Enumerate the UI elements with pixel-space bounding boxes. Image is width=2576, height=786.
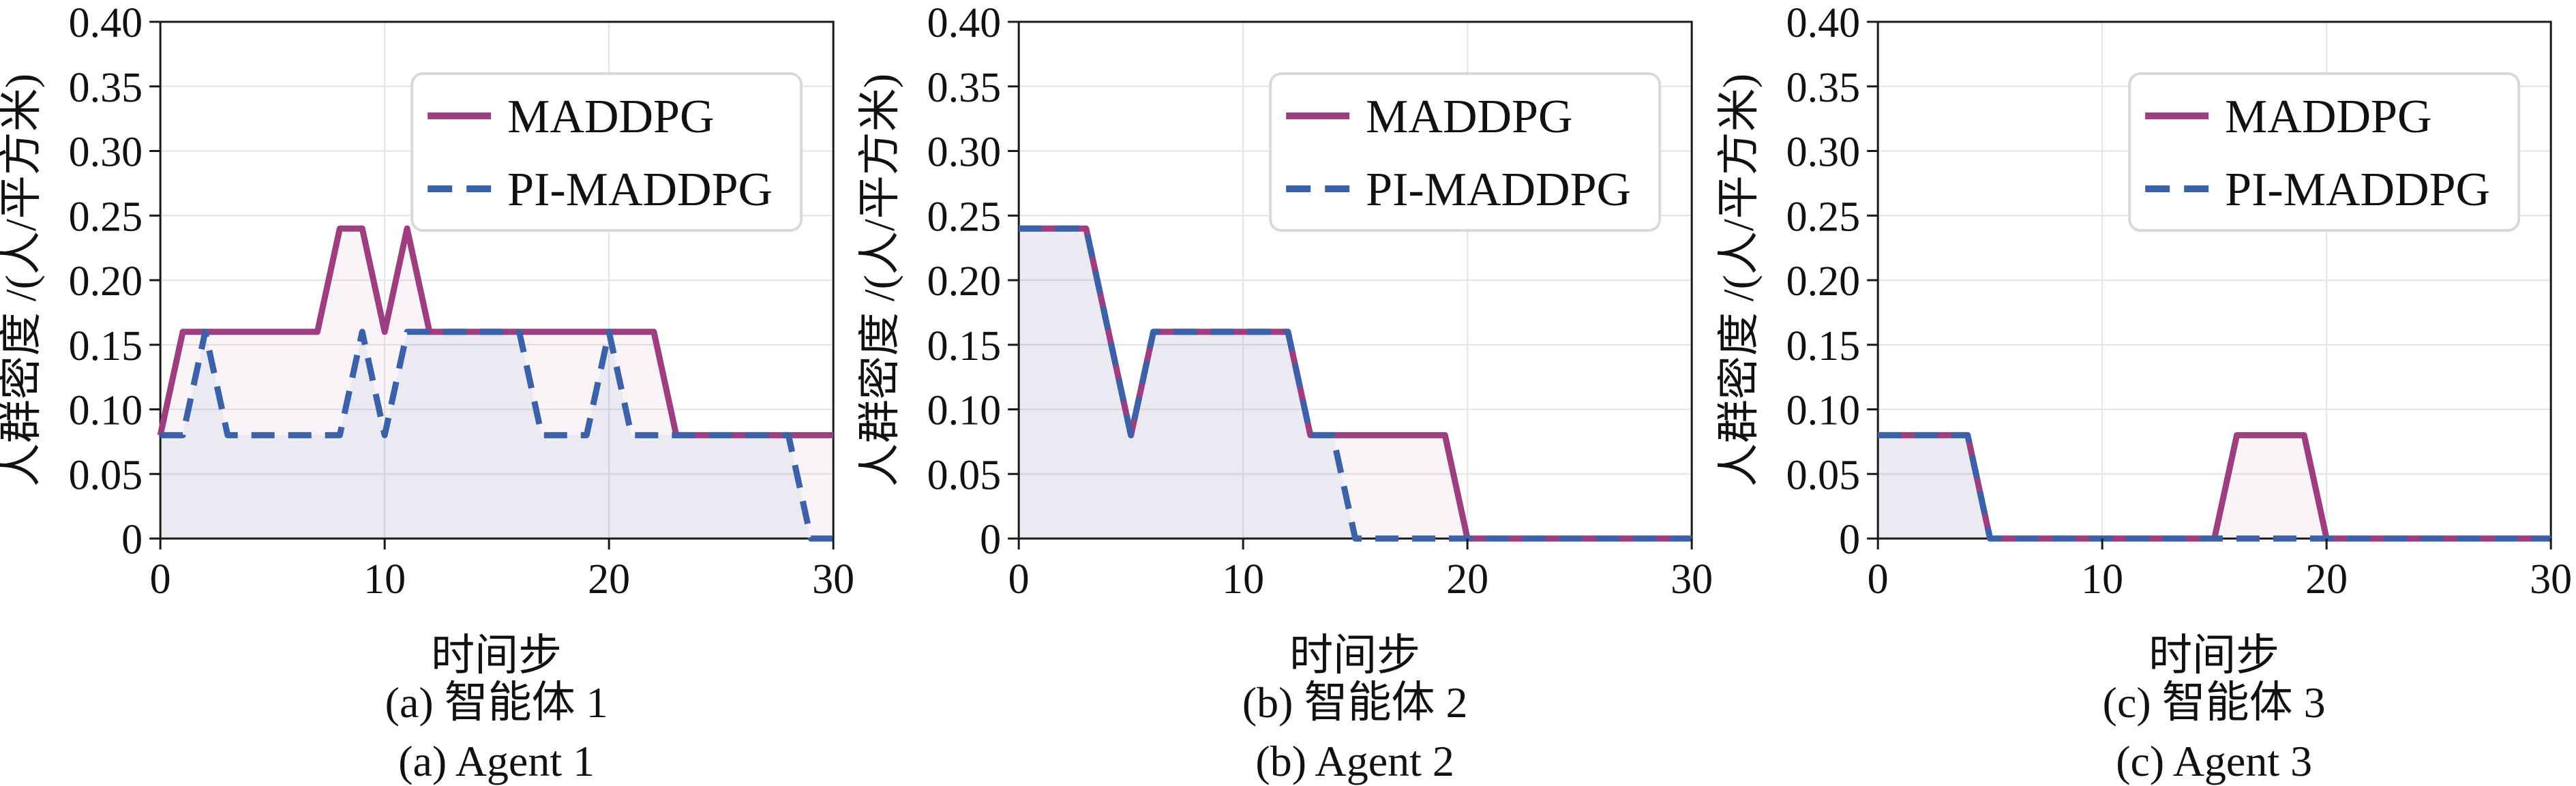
y-tick-label: 0.05 bbox=[927, 452, 1002, 498]
x-axis-label: 时间步 bbox=[2148, 631, 2279, 680]
x-tick-label: 10 bbox=[2081, 556, 2123, 603]
y-tick-label: 0.25 bbox=[1786, 194, 1860, 240]
x-axis-label: 时间步 bbox=[1289, 631, 1420, 680]
y-tick-label: 0.30 bbox=[69, 130, 143, 176]
y-tick-label: 0.10 bbox=[927, 388, 1002, 434]
series-line-pi-maddpg bbox=[1019, 225, 1692, 542]
x-tick-label: 30 bbox=[2530, 556, 2572, 603]
y-tick-label: 0 bbox=[121, 517, 143, 563]
chart-agent-2: 0 0.05 0.10 0.15 0.20 0.25 0.30 0.35 0.40 0 10 20 30… bbox=[858, 0, 1713, 785]
caption-en: (b) Agent 2 bbox=[1256, 737, 1455, 785]
y-tick-label: 0.05 bbox=[1786, 452, 1860, 498]
series-fill-maddpg bbox=[1877, 435, 2551, 539]
x-tick-label: 20 bbox=[588, 556, 630, 603]
y-tick-label: 0.25 bbox=[69, 194, 143, 240]
legend-label-pi-maddpg: PI-MADDPG bbox=[1366, 164, 1631, 216]
x-tick-label: 0 bbox=[1867, 556, 1888, 603]
legend-label-maddpg: MADDPG bbox=[1366, 91, 1572, 143]
y-axis-label: 人群密度 /(人/平方米) bbox=[858, 74, 903, 487]
x-tick-label: 0 bbox=[150, 556, 171, 603]
legend: MADDPG PI-MADDPG bbox=[410, 72, 803, 232]
y-tick-label: 0.30 bbox=[927, 130, 1002, 176]
series-fill-pi-maddpg bbox=[1019, 228, 1692, 539]
legend-label-maddpg: MADDPG bbox=[507, 91, 714, 143]
y-axis-label: 人群密度 /(人/平方米) bbox=[0, 74, 45, 487]
legend: MADDPG PI-MADDPG bbox=[2127, 72, 2520, 232]
x-tick-label: 10 bbox=[1222, 556, 1264, 603]
y-axis-label: 人群密度 /(人/平方米) bbox=[1718, 74, 1763, 487]
y-tick-label: 0 bbox=[980, 517, 1001, 563]
y-tick-label: 0.15 bbox=[69, 323, 143, 369]
y-tick-label: 0.35 bbox=[1786, 65, 1860, 111]
legend-label-pi-maddpg: PI-MADDPG bbox=[2225, 164, 2490, 216]
legend: MADDPG PI-MADDPG bbox=[1269, 72, 1662, 232]
y-tick-label: 0.30 bbox=[1786, 130, 1860, 176]
x-tick-label: 10 bbox=[363, 556, 406, 603]
y-tick-label: 0.40 bbox=[1786, 0, 1860, 46]
y-tick-label: 0.05 bbox=[69, 452, 143, 498]
y-tick-label: 0.20 bbox=[1786, 258, 1860, 305]
y-tick-label: 0.40 bbox=[927, 0, 1002, 46]
series-fill-maddpg bbox=[160, 228, 834, 539]
x-tick-label: 20 bbox=[2305, 556, 2348, 603]
legend-label-maddpg: MADDPG bbox=[2225, 91, 2431, 143]
y-tick-label: 0 bbox=[1839, 517, 1860, 563]
chart-agent-3: 0 0.05 0.10 0.15 0.20 0.25 0.30 0.35 0.40 0 10 20 30… bbox=[1718, 0, 2572, 785]
y-tick-label: 0.15 bbox=[927, 323, 1002, 369]
panel-agent-3: 0 0.05 0.10 0.15 0.20 0.25 0.30 0.35 0.40 0 10 20 30… bbox=[1718, 0, 2576, 786]
x-tick-label: 30 bbox=[1671, 556, 1713, 603]
y-tick-label: 0.20 bbox=[69, 258, 143, 305]
x-tick-label: 20 bbox=[1446, 556, 1488, 603]
x-axis-label: 时间步 bbox=[431, 631, 562, 680]
y-tick-label: 0.15 bbox=[1786, 323, 1860, 369]
x-tick-label: 0 bbox=[1008, 556, 1030, 603]
caption-en: (a) Agent 1 bbox=[398, 737, 595, 785]
series-line-pi-maddpg bbox=[1877, 432, 2551, 542]
y-tick-label: 0.20 bbox=[927, 258, 1002, 305]
x-tick-label: 30 bbox=[812, 556, 854, 603]
panel-agent-2: 0 0.05 0.10 0.15 0.20 0.25 0.30 0.35 0.40 0 10 20 30… bbox=[858, 0, 1717, 786]
caption-en: (c) Agent 3 bbox=[2116, 737, 2312, 785]
chart-agent-1: 0 0.05 0.10 0.15 0.20 0.25 0.30 0.35 0.40 0 10 20 30… bbox=[0, 0, 854, 785]
series-fill-maddpg bbox=[1019, 228, 1692, 539]
panel-agent-1: 0 0.05 0.10 0.15 0.20 0.25 0.30 0.35 0.40 0 10 20 30… bbox=[0, 0, 858, 786]
series-fill-pi-maddpg bbox=[1877, 435, 2551, 539]
y-tick-label: 0.40 bbox=[69, 0, 143, 46]
y-tick-label: 0.10 bbox=[1786, 388, 1860, 434]
legend-box bbox=[1269, 72, 1662, 232]
y-tick-label: 0.35 bbox=[927, 65, 1002, 111]
legend-box bbox=[410, 72, 803, 232]
caption-cn: (c) 智能体 3 bbox=[2102, 678, 2325, 727]
y-tick-label: 0.25 bbox=[927, 194, 1002, 240]
caption-cn: (a) 智能体 1 bbox=[385, 678, 608, 727]
legend-label-pi-maddpg: PI-MADDPG bbox=[507, 164, 773, 216]
series-line-pi-maddpg bbox=[160, 329, 834, 542]
y-tick-label: 0.10 bbox=[69, 388, 143, 434]
series-fill-pi-maddpg bbox=[160, 331, 834, 539]
legend-box bbox=[2127, 72, 2520, 232]
caption-cn: (b) 智能体 2 bbox=[1242, 678, 1468, 727]
y-tick-label: 0.35 bbox=[69, 65, 143, 111]
